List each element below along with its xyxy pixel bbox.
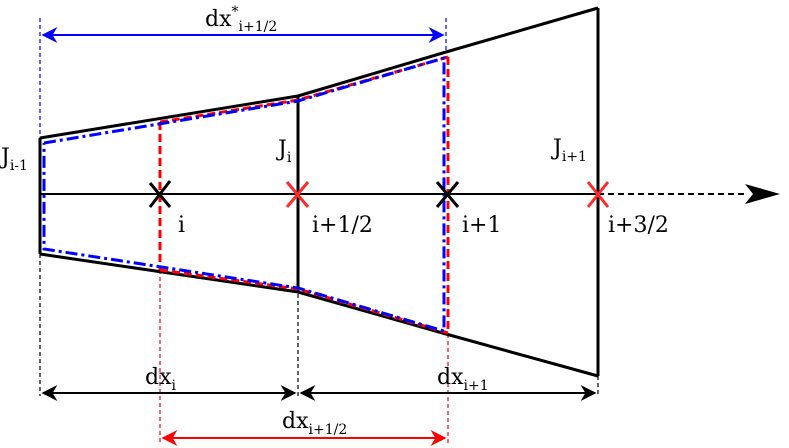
label-node-i: i [178,213,185,238]
label-dx-half: dxi+1/2 [282,409,347,438]
label-dx-ip1: dxi+1 [437,365,489,394]
label-J-im1-main: J [0,145,10,170]
label-dx-i-sub: i [172,378,177,394]
node-marker-i [148,180,172,208]
label-dx-half-main: dx [282,409,309,434]
label-J-im1-sub: i-1 [10,158,28,174]
label-dx-half-sub: i+1/2 [309,422,348,438]
node-marker-i-plus-1 [435,181,460,208]
label-dx-ip1-sub: i+1 [464,378,489,394]
outline-top [39,6,599,140]
node-marker-i-3half [586,181,610,208]
label-node-i-plus-1: i+1 [462,213,501,238]
label-node-i-half: i+1/2 [312,213,373,238]
label-dx-star-sub: i+1/2 [239,19,278,35]
axis-arrowhead [745,184,780,204]
label-dx-i: dxi [145,365,177,394]
label-dx-i-main: dx [145,365,172,390]
label-J-i-sub: i [287,150,292,166]
label-J-ip1-main: J [551,136,562,161]
label-J-ip1-sub: i+1 [562,149,587,165]
label-J-i-minus-1: Ji-1 [0,145,28,174]
label-J-i-main: J [276,137,287,162]
label-node-i-3half: i+3/2 [608,213,669,238]
blue-cv-outline [42,55,446,334]
label-J-i: Ji [276,137,292,166]
label-dx-star-sup: * [232,4,239,20]
outline-bottom [39,252,599,378]
label-dx-ip1-main: dx [437,365,464,390]
label-J-i-plus-1: Ji+1 [551,136,587,165]
label-dx-star-main: dx [205,7,232,32]
label-dx-star: dx*i+1/2 [205,4,277,35]
node-marker-i-half [285,181,310,208]
